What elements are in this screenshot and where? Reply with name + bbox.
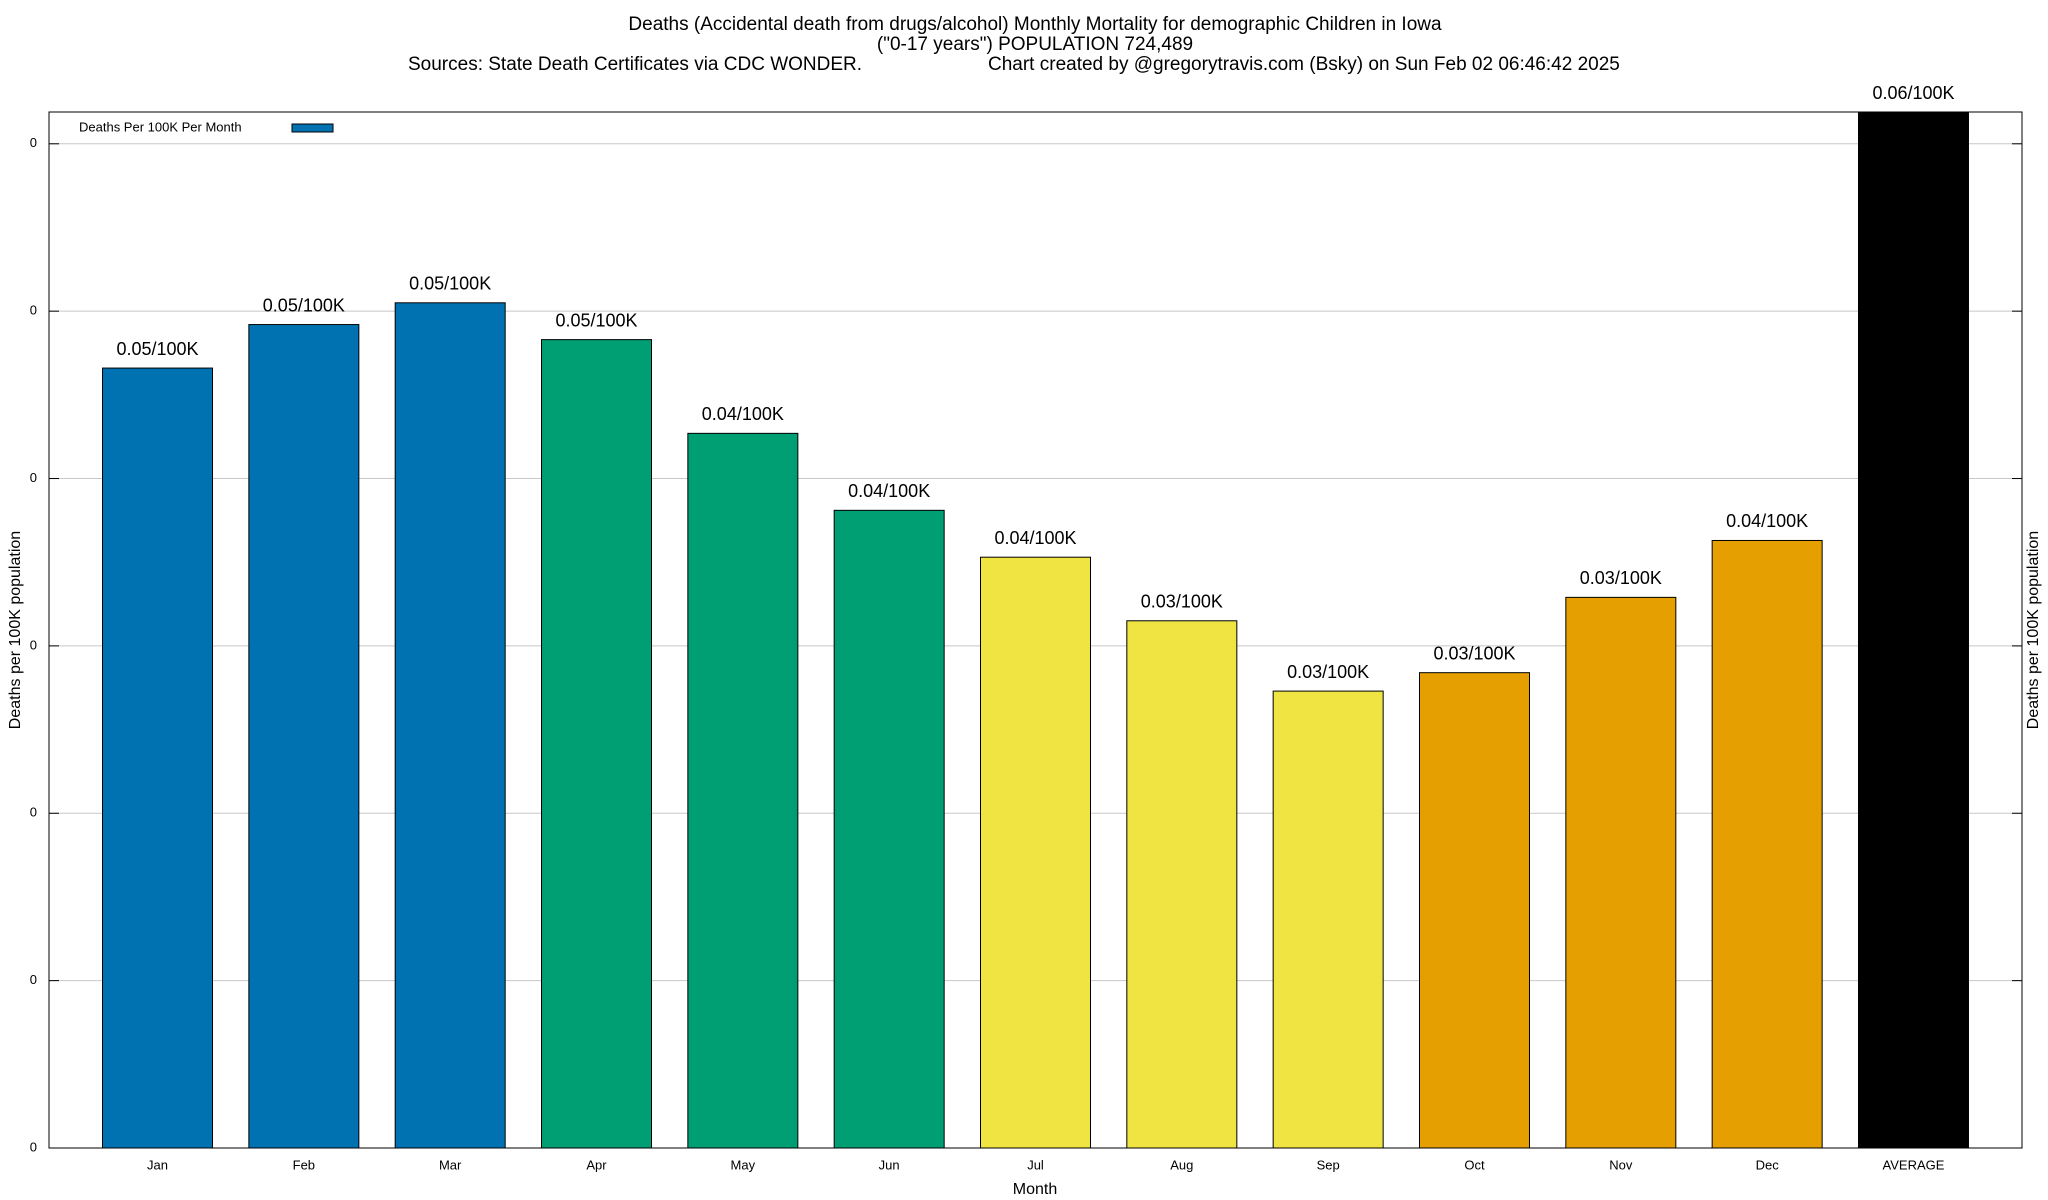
value-label: 0.04/100K	[1726, 511, 1808, 531]
value-label: 0.03/100K	[1141, 592, 1223, 612]
chart-title: Deaths (Accidental death from drugs/alco…	[628, 14, 1442, 35]
bar	[1126, 620, 1238, 1149]
x-tick-label: Jun	[879, 1157, 900, 1172]
bar	[394, 302, 506, 1149]
value-label: 0.05/100K	[409, 274, 491, 294]
value-label: 0.05/100K	[263, 295, 345, 315]
chart-subtitle: ("0-17 years") POPULATION 724,489	[877, 34, 1193, 55]
bar	[980, 556, 1091, 1149]
x-tick-label: Jan	[147, 1157, 168, 1172]
bar	[102, 367, 214, 1149]
y2-axis-label: Deaths per 100K population	[2025, 531, 2042, 729]
bar	[541, 339, 653, 1149]
x-tick-label: Dec	[1756, 1157, 1780, 1172]
bar	[1857, 111, 1969, 1149]
y-axis-label: Deaths per 100K population	[7, 531, 24, 729]
y-tick-label: 0	[30, 135, 37, 150]
bar	[1565, 596, 1677, 1149]
chart-source: Sources: State Death Certificates via CD…	[408, 54, 862, 75]
chart-credit: Chart created by @gregorytravis.com (Bsk…	[988, 54, 1620, 75]
value-label: 0.03/100K	[1433, 643, 1515, 663]
y-tick-label: 0	[30, 1139, 37, 1154]
bar	[248, 324, 360, 1149]
x-tick-label: Mar	[439, 1157, 462, 1172]
value-label: 0.04/100K	[994, 528, 1076, 548]
bar	[833, 509, 945, 1149]
y-tick-label: 0	[30, 805, 37, 820]
x-tick-label: Feb	[293, 1157, 315, 1172]
y-tick-label: 0	[30, 972, 37, 987]
bar	[1711, 539, 1823, 1149]
value-label: 0.06/100K	[1872, 83, 1954, 103]
y-tick-label: 0	[30, 303, 37, 318]
x-tick-label: May	[731, 1157, 756, 1172]
bar	[1272, 690, 1384, 1149]
x-tick-label: AVERAGE	[1883, 1157, 1945, 1172]
y-tick-label: 0	[30, 637, 37, 652]
bar	[687, 432, 799, 1149]
x-tick-label: Jul	[1027, 1157, 1044, 1172]
x-tick-label: Sep	[1317, 1157, 1340, 1172]
x-axis-label: Month	[1013, 1181, 1057, 1198]
value-label: 0.03/100K	[1287, 662, 1369, 682]
y-tick-label: 0	[30, 470, 37, 485]
value-label: 0.04/100K	[702, 404, 784, 424]
value-label: 0.05/100K	[555, 310, 637, 330]
bar	[1418, 672, 1530, 1149]
x-tick-label: Apr	[586, 1157, 607, 1172]
x-tick-label: Nov	[1609, 1157, 1633, 1172]
x-tick-label: Aug	[1170, 1157, 1193, 1172]
plot-frame	[48, 111, 2023, 1149]
x-tick-label: Oct	[1464, 1157, 1485, 1172]
legend-label: Deaths Per 100K Per Month	[79, 119, 242, 134]
legend-swatch	[291, 123, 334, 133]
value-label: 0.03/100K	[1580, 568, 1662, 588]
value-label: 0.04/100K	[848, 481, 930, 501]
value-label: 0.05/100K	[116, 339, 198, 359]
